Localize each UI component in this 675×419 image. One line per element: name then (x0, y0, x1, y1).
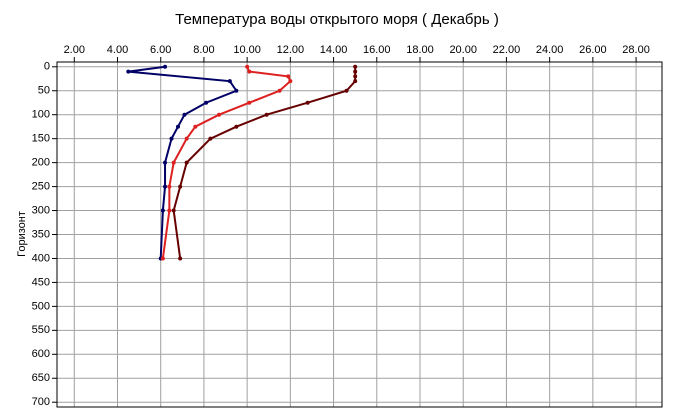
point (277, 88, 282, 93)
point (245, 64, 250, 69)
x-tick-label: 22.00 (493, 44, 521, 56)
point (193, 124, 198, 129)
y-tick-label: 550 (32, 324, 50, 336)
point (286, 74, 291, 79)
point (344, 88, 349, 93)
point (353, 79, 358, 84)
y-tick-label: 350 (32, 228, 50, 240)
y-tick-label: 250 (32, 180, 50, 192)
y-tick-label: 100 (32, 109, 50, 121)
point (163, 160, 168, 165)
chart-title: Температура воды открытого моря ( Декабр… (175, 11, 499, 28)
point (227, 79, 232, 84)
x-tick-label: 16.00 (363, 44, 391, 56)
y-tick-label: 650 (32, 372, 50, 384)
point (204, 100, 209, 105)
point (353, 69, 358, 74)
point (171, 208, 176, 213)
point (178, 184, 183, 189)
y-tick-label: 150 (32, 133, 50, 145)
y-tick-label: 600 (32, 348, 50, 360)
y-tick-label: 400 (32, 252, 50, 264)
x-tick-label: 10.00 (233, 44, 261, 56)
x-tick-label: 2.00 (64, 44, 85, 56)
point (288, 79, 293, 84)
point (163, 64, 168, 69)
x-tick-label: 18.00 (406, 44, 434, 56)
point (305, 100, 310, 105)
point (167, 184, 172, 189)
x-tick-label: 20.00 (449, 44, 477, 56)
y-tick-label: 200 (32, 157, 50, 169)
point (184, 160, 189, 165)
point (234, 124, 239, 129)
point (160, 208, 165, 213)
point (182, 112, 187, 117)
x-tick-label: 6.00 (150, 44, 171, 56)
point (176, 124, 180, 129)
point (167, 208, 172, 213)
y-tick-label: 300 (32, 204, 50, 216)
point (163, 184, 168, 189)
point (353, 64, 358, 69)
point (208, 136, 213, 141)
point (160, 256, 165, 261)
y-tick-label: 700 (32, 396, 50, 408)
point (178, 256, 183, 261)
point (171, 160, 176, 165)
point (353, 74, 358, 79)
x-tick-label: 24.00 (536, 44, 564, 56)
series-line (128, 65, 238, 259)
point (247, 69, 252, 74)
y-axis-label: Горизонт (16, 211, 28, 257)
y-tick-label: 450 (32, 276, 50, 288)
x-tick-label: 26.00 (579, 44, 607, 56)
y-tick-label: 50 (38, 85, 50, 97)
point (169, 136, 174, 141)
point (184, 136, 189, 141)
point (217, 112, 222, 117)
y-tick-label: 500 (32, 300, 50, 312)
x-tick-label: 14.00 (320, 44, 348, 56)
point (234, 88, 239, 93)
x-tick-label: 4.00 (107, 44, 128, 56)
x-tick-label: 8.00 (193, 44, 214, 56)
plot-frame (56, 61, 663, 408)
point (247, 100, 252, 105)
y-tick-label: 0 (44, 61, 50, 73)
point (264, 112, 269, 117)
x-tick-label: 12.00 (277, 44, 305, 56)
x-tick-label: 28.00 (622, 44, 650, 56)
point (126, 69, 131, 74)
